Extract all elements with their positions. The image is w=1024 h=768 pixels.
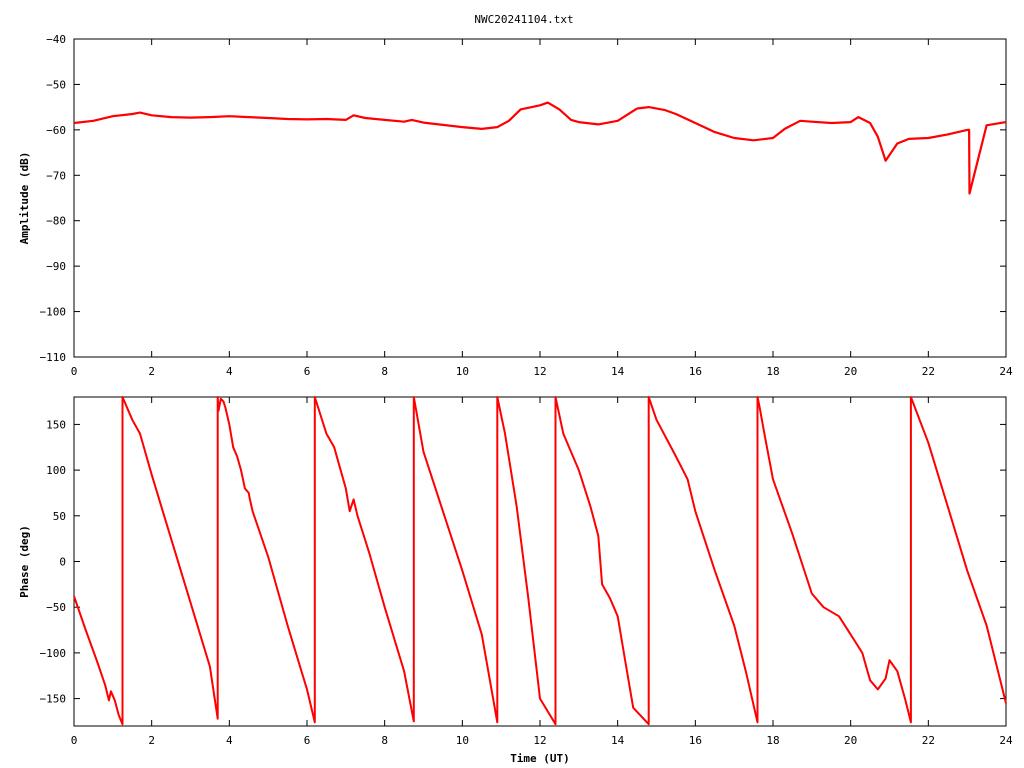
- phase-y-tick-label: 50: [53, 510, 66, 523]
- phase-x-tick-label: 2: [148, 734, 155, 747]
- phase-y-tick-label: −100: [40, 647, 67, 660]
- phase-x-tick-label: 4: [226, 734, 233, 747]
- amplitude-x-tick-label: 10: [456, 365, 469, 378]
- amplitude-y-tick-label: −60: [46, 124, 66, 137]
- phase-y-tick-label: 0: [59, 556, 66, 569]
- chart-title: NWC20241104.txt: [474, 13, 573, 26]
- phase-x-tick-label: 10: [456, 734, 469, 747]
- phase-y-tick-label: −50: [46, 601, 66, 614]
- phase-x-axis-label: Time (UT): [510, 752, 570, 765]
- amplitude-y-tick-label: −110: [40, 351, 67, 364]
- amplitude-y-tick-label: −70: [46, 169, 66, 182]
- phase-x-tick-label: 20: [844, 734, 857, 747]
- amplitude-panel: 0 2 4 6 8 10 12 14 16 18 20 22 24−110−100−90−80−70−6…: [18, 33, 1013, 378]
- amplitude-y-tick-label: −80: [46, 215, 66, 228]
- phase-x-tick-label: 24: [999, 734, 1013, 747]
- phase-series-line: [73, 396, 1007, 726]
- amplitude-x-tick-label: 12: [533, 365, 546, 378]
- phase-x-tick-label: 8: [381, 734, 388, 747]
- amplitude-x-tick-label: 18: [766, 365, 779, 378]
- phase-x-tick-label: 18: [766, 734, 779, 747]
- phase-y-tick-label: 150: [46, 418, 66, 431]
- amplitude-x-tick-label: 24: [999, 365, 1013, 378]
- amplitude-x-tick-label: 22: [922, 365, 935, 378]
- phase-x-tick-label: 16: [689, 734, 702, 747]
- amplitude-x-tick-label: 0: [71, 365, 78, 378]
- amplitude-y-tick-label: −40: [46, 33, 66, 46]
- amplitude-y-tick-label: −100: [40, 306, 67, 319]
- amplitude-x-tick-label: 14: [611, 365, 625, 378]
- amplitude-series-line: [73, 101, 1007, 195]
- amplitude-x-tick-label: 4: [226, 365, 233, 378]
- phase-plot-frame: [73, 396, 1007, 727]
- amplitude-x-tick-label: 6: [304, 365, 311, 378]
- phase-x-tick-label: 12: [533, 734, 546, 747]
- amplitude-y-axis-label: Amplitude (dB): [18, 152, 31, 245]
- phase-x-tick-label: 22: [922, 734, 935, 747]
- phase-y-tick-label: 100: [46, 464, 66, 477]
- amplitude-y-tick-label: −90: [46, 260, 66, 273]
- phase-y-tick-label: −150: [40, 693, 67, 706]
- phase-axis-ticks: 0 2 4 6 8 10 12 14 16 18 20 22 24−150−100−5005010015…: [40, 397, 1013, 747]
- amplitude-plot-frame: [73, 38, 1007, 358]
- phase-x-tick-label: 14: [611, 734, 625, 747]
- phase-x-tick-label: 0: [71, 734, 78, 747]
- amplitude-axis-ticks: 0 2 4 6 8 10 12 14 16 18 20 22 24−110−100−90−80−70−6…: [40, 33, 1013, 378]
- phase-x-tick-label: 6: [304, 734, 311, 747]
- phase-panel: 0 2 4 6 8 10 12 14 16 18 20 22 24−150−100−5005010015…: [18, 396, 1013, 765]
- amplitude-x-tick-label: 2: [148, 365, 155, 378]
- amplitude-x-tick-label: 8: [381, 365, 388, 378]
- amplitude-y-tick-label: −50: [46, 78, 66, 91]
- amplitude-x-tick-label: 20: [844, 365, 857, 378]
- phase-y-axis-label: Phase (deg): [18, 525, 31, 598]
- amplitude-x-tick-label: 16: [689, 365, 702, 378]
